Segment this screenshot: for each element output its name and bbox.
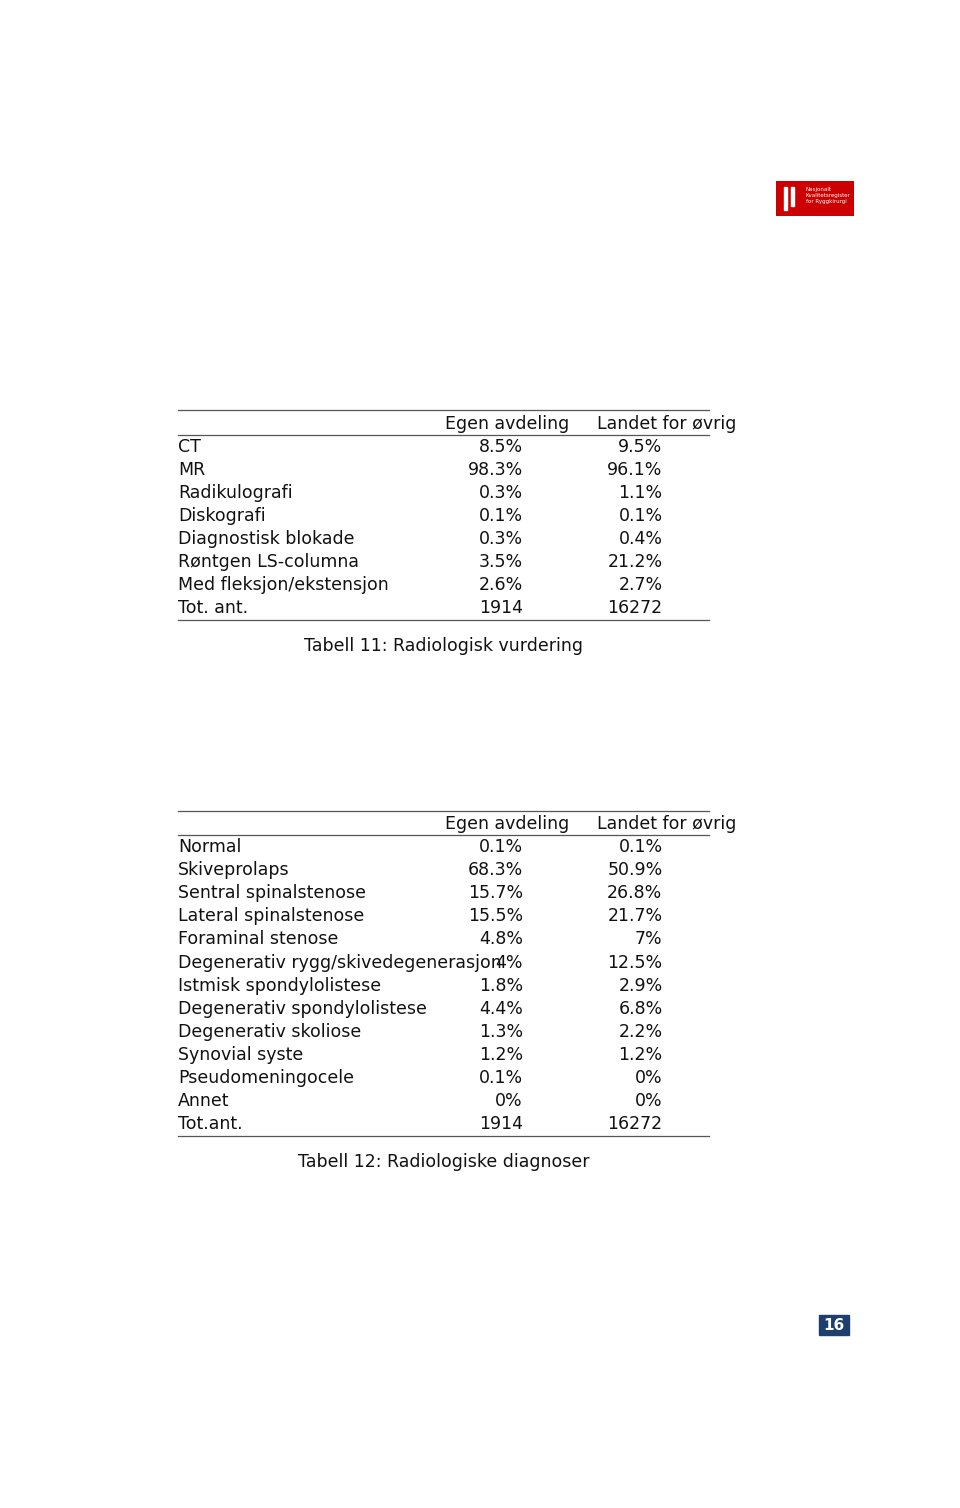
Text: 16272: 16272 bbox=[608, 599, 662, 617]
Text: Med fleksjon/ekstensjon: Med fleksjon/ekstensjon bbox=[179, 576, 389, 594]
Text: Normal: Normal bbox=[179, 838, 242, 857]
Text: Nasjonalt
Kvalitetsregister
for Ryggkirurgi: Nasjonalt Kvalitetsregister for Ryggkiru… bbox=[805, 187, 851, 204]
Text: 0.1%: 0.1% bbox=[618, 838, 662, 857]
Text: 21.7%: 21.7% bbox=[608, 908, 662, 926]
Text: Røntgen LS-columna: Røntgen LS-columna bbox=[179, 553, 359, 572]
Text: 0.4%: 0.4% bbox=[618, 529, 662, 547]
Text: 50.9%: 50.9% bbox=[608, 861, 662, 879]
Text: 16272: 16272 bbox=[608, 1116, 662, 1133]
Text: 1.3%: 1.3% bbox=[479, 1022, 523, 1041]
Text: 0.3%: 0.3% bbox=[479, 484, 523, 502]
Text: Foraminal stenose: Foraminal stenose bbox=[179, 930, 339, 949]
Text: 4.4%: 4.4% bbox=[479, 1000, 523, 1018]
Bar bbox=[819, 1315, 849, 1335]
Text: Landet for øvrig: Landet for øvrig bbox=[597, 415, 736, 433]
Text: Diagnostisk blokade: Diagnostisk blokade bbox=[179, 529, 354, 547]
Text: 0%: 0% bbox=[495, 1092, 523, 1110]
Text: 26.8%: 26.8% bbox=[608, 884, 662, 902]
Text: 0%: 0% bbox=[635, 1069, 662, 1087]
Text: 0.1%: 0.1% bbox=[618, 507, 662, 525]
Bar bbox=[777, 181, 854, 216]
Text: 2.6%: 2.6% bbox=[479, 576, 523, 594]
Text: Tabell 12: Radiologiske diagnoser: Tabell 12: Radiologiske diagnoser bbox=[298, 1152, 589, 1170]
Text: MR: MR bbox=[179, 461, 205, 478]
Text: 3.5%: 3.5% bbox=[479, 553, 523, 572]
Text: 4%: 4% bbox=[495, 953, 523, 971]
Text: Synovial syste: Synovial syste bbox=[179, 1047, 303, 1065]
Text: Sentral spinalstenose: Sentral spinalstenose bbox=[179, 884, 366, 902]
Text: Skiveprolaps: Skiveprolaps bbox=[179, 861, 290, 879]
Text: 2.2%: 2.2% bbox=[618, 1022, 662, 1041]
Text: 0.3%: 0.3% bbox=[479, 529, 523, 547]
Text: Tabell 11: Radiologisk vurdering: Tabell 11: Radiologisk vurdering bbox=[304, 636, 583, 654]
Text: 98.3%: 98.3% bbox=[468, 461, 523, 478]
Text: 21.2%: 21.2% bbox=[608, 553, 662, 572]
Text: 15.5%: 15.5% bbox=[468, 908, 523, 926]
Text: 15.7%: 15.7% bbox=[468, 884, 523, 902]
Text: Egen avdeling: Egen avdeling bbox=[445, 415, 569, 433]
Text: CT: CT bbox=[179, 437, 201, 455]
Bar bbox=[791, 187, 794, 207]
Text: 0%: 0% bbox=[635, 1092, 662, 1110]
Text: 1.8%: 1.8% bbox=[479, 977, 523, 995]
Text: Tot. ant.: Tot. ant. bbox=[179, 599, 249, 617]
Text: 1.2%: 1.2% bbox=[479, 1047, 523, 1065]
Text: Tot.ant.: Tot.ant. bbox=[179, 1116, 243, 1133]
Text: 8.5%: 8.5% bbox=[479, 437, 523, 455]
Text: 1.1%: 1.1% bbox=[618, 484, 662, 502]
Text: 2.9%: 2.9% bbox=[618, 977, 662, 995]
Text: Istmisk spondylolistese: Istmisk spondylolistese bbox=[179, 977, 381, 995]
Text: 1914: 1914 bbox=[479, 1116, 523, 1133]
Text: 6.8%: 6.8% bbox=[618, 1000, 662, 1018]
Text: Diskografi: Diskografi bbox=[179, 507, 266, 525]
Text: 96.1%: 96.1% bbox=[607, 461, 662, 478]
Text: 2.7%: 2.7% bbox=[618, 576, 662, 594]
Text: 0.1%: 0.1% bbox=[479, 838, 523, 857]
Text: Radikulografi: Radikulografi bbox=[179, 484, 293, 502]
Text: 1.2%: 1.2% bbox=[618, 1047, 662, 1065]
Text: Degenerativ spondylolistese: Degenerativ spondylolistese bbox=[179, 1000, 427, 1018]
Text: 12.5%: 12.5% bbox=[608, 953, 662, 971]
Text: Lateral spinalstenose: Lateral spinalstenose bbox=[179, 908, 365, 926]
Text: Pseudomeningocele: Pseudomeningocele bbox=[179, 1069, 354, 1087]
Text: 4.8%: 4.8% bbox=[479, 930, 523, 949]
Bar bbox=[784, 187, 787, 210]
Text: Annet: Annet bbox=[179, 1092, 229, 1110]
Text: Degenerativ skoliose: Degenerativ skoliose bbox=[179, 1022, 361, 1041]
Text: 9.5%: 9.5% bbox=[618, 437, 662, 455]
Text: 1914: 1914 bbox=[479, 599, 523, 617]
Text: Degenerativ rygg/skivedegenerasjon: Degenerativ rygg/skivedegenerasjon bbox=[179, 953, 502, 971]
Text: Egen avdeling: Egen avdeling bbox=[445, 814, 569, 832]
Text: 0.1%: 0.1% bbox=[479, 507, 523, 525]
Text: 68.3%: 68.3% bbox=[468, 861, 523, 879]
Text: 7%: 7% bbox=[635, 930, 662, 949]
Text: 16: 16 bbox=[823, 1318, 845, 1333]
Text: Landet for øvrig: Landet for øvrig bbox=[597, 814, 736, 832]
Text: 0.1%: 0.1% bbox=[479, 1069, 523, 1087]
